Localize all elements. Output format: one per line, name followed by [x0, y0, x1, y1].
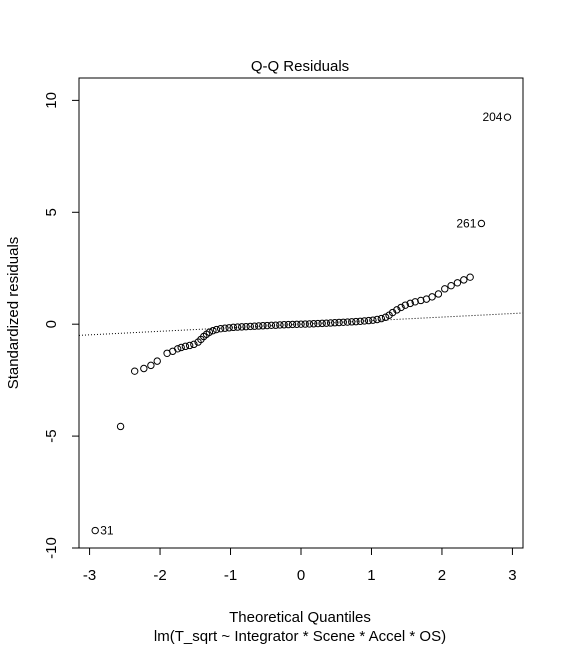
point-label: 204: [482, 110, 502, 124]
y-axis-label: Standardized residuals: [5, 237, 22, 390]
x-tick-label: 0: [297, 567, 305, 584]
model-formula-subtitle: lm(T_sqrt ~ Integrator * Scene * Accel *…: [154, 628, 446, 645]
x-tick-label: 2: [438, 567, 446, 584]
chart-title: Q-Q Residuals: [251, 58, 349, 75]
x-tick-label: -1: [224, 567, 237, 584]
point-label: 261: [456, 216, 476, 230]
x-axis-label: Theoretical Quantiles: [229, 609, 371, 626]
x-tick-label: 1: [367, 567, 375, 584]
x-tick-label: 3: [508, 567, 516, 584]
y-tick-label: 10: [43, 92, 60, 109]
y-tick-label: -5: [43, 429, 60, 442]
y-tick-label: 5: [43, 208, 60, 216]
x-tick-label: -2: [153, 567, 166, 584]
point-label: 31: [100, 524, 114, 538]
y-tick-label: 0: [43, 320, 60, 328]
y-tick-label: -10: [43, 537, 60, 559]
x-tick-label: -3: [83, 567, 96, 584]
